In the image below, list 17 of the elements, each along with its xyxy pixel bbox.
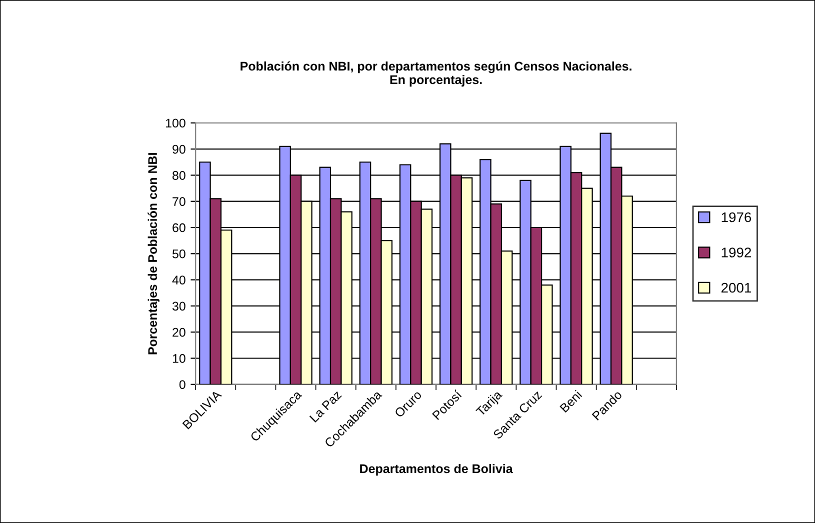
y-tick-label: 20: [172, 328, 186, 337]
y-tick-label: 90: [172, 144, 186, 154]
y-tick-label: 40: [172, 276, 186, 284]
y-tick-label: 50: [172, 249, 186, 258]
y-tick-label: 100: [166, 118, 186, 128]
y-tick-label: 0: [179, 380, 186, 390]
legend-label: 2001: [721, 282, 752, 293]
y-axis-title: Porcentajes de Población con NBI: [148, 153, 160, 354]
y-tick-label: 30: [172, 302, 186, 311]
legend-label: 1992: [722, 248, 751, 258]
chart-title: Población con NBI, por departamentos según Censos Nacionales. En porcentajes.: [240, 61, 632, 87]
y-tick-label: 70: [172, 197, 186, 206]
x-axis-title: Departamentos de Bolivia: [360, 464, 513, 476]
legend-label: 1976: [722, 212, 752, 222]
y-tick-label: 80: [172, 171, 186, 180]
y-tick-label: 10: [172, 354, 186, 363]
y-tick-label: 60: [172, 223, 186, 232]
